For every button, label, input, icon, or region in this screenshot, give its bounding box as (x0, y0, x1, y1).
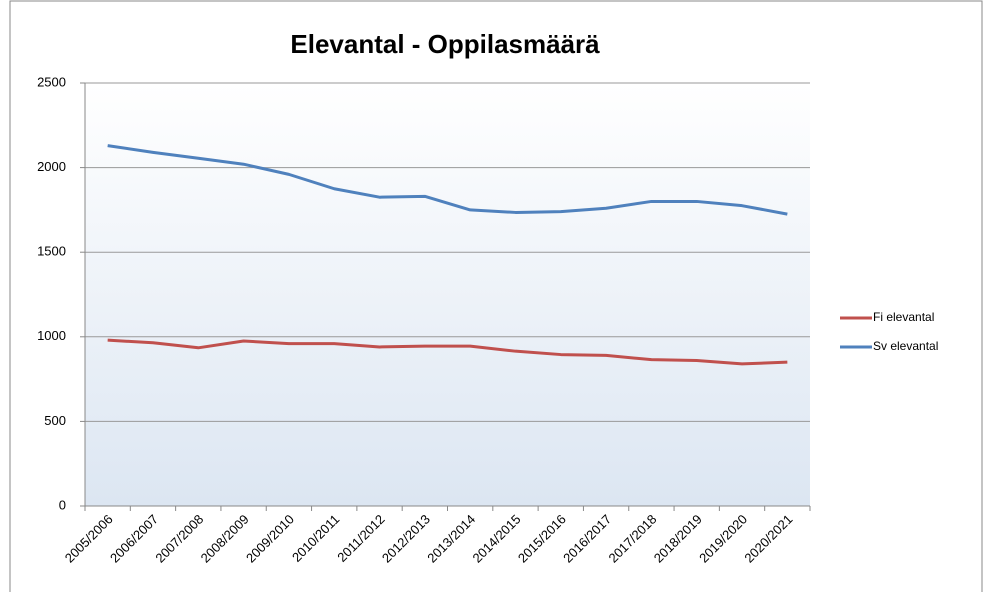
x-tick-label: 2016/2017 (560, 512, 614, 566)
y-tick-label: 500 (44, 413, 66, 428)
y-tick-label: 0 (59, 497, 66, 512)
x-tick-label: 2006/2007 (107, 512, 161, 566)
x-tick-label: 2015/2016 (515, 512, 569, 566)
y-tick-label: 2500 (37, 74, 66, 89)
x-tick-label: 2010/2011 (289, 512, 342, 565)
x-tick-label: 2019/2020 (696, 512, 750, 566)
y-tick-label: 1500 (37, 244, 66, 259)
legend-label: Fi elevantal (873, 310, 934, 324)
line (107, 144, 788, 216)
x-tick-label: 2017/2018 (605, 512, 659, 566)
x-tick-label: 2012/2013 (379, 512, 433, 566)
chart-title: Elevantal - Oppilasmäärä (290, 29, 600, 59)
x-tick-label: 2008/2009 (198, 512, 252, 566)
line (107, 338, 788, 366)
chart-frame (9, 0, 983, 597)
x-tick-label: 2005/2006 (62, 512, 116, 566)
y-tick-label: 1000 (37, 328, 66, 343)
x-tick-label: 2018/2019 (651, 512, 705, 566)
x-tick-label: 2013/2014 (424, 512, 478, 566)
legend-label: Sv elevantal (873, 339, 938, 353)
y-tick-label: 2000 (37, 159, 66, 174)
x-tick-label: 2020/2021 (741, 512, 795, 566)
plot-area (85, 83, 810, 506)
x-tick-label: 2014/2015 (470, 512, 524, 566)
x-tick-label: 2007/2008 (152, 512, 206, 566)
x-tick-label: 2009/2010 (243, 512, 297, 566)
